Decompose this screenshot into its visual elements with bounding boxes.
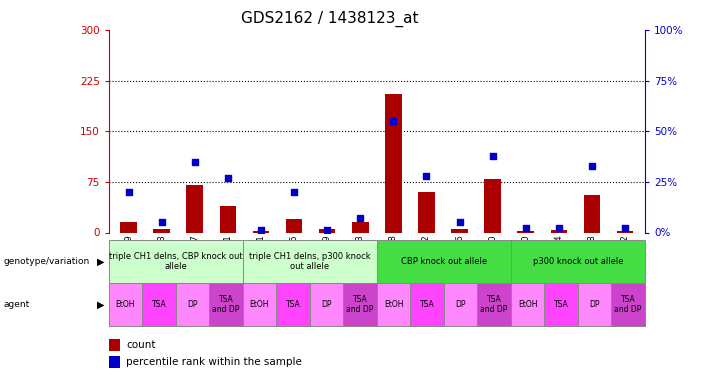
Text: TSA
and DP: TSA and DP <box>346 295 374 314</box>
Bar <box>343 283 377 326</box>
Text: triple CH1 delns, CBP knock out
allele: triple CH1 delns, CBP knock out allele <box>109 252 243 271</box>
Point <box>454 219 465 225</box>
Text: TSA: TSA <box>420 300 435 309</box>
Point <box>620 225 631 231</box>
Bar <box>186 185 203 232</box>
Text: TSA
and DP: TSA and DP <box>615 295 642 314</box>
Text: ▶: ▶ <box>97 300 104 310</box>
Text: count: count <box>126 340 156 350</box>
Bar <box>276 283 310 326</box>
Point <box>487 153 498 159</box>
Point <box>189 159 200 165</box>
Bar <box>418 192 435 232</box>
Text: TSA: TSA <box>554 300 569 309</box>
Bar <box>121 222 137 232</box>
Bar <box>617 231 633 232</box>
Bar <box>545 283 578 326</box>
Point <box>255 228 266 234</box>
Bar <box>611 283 645 326</box>
Point <box>586 163 597 169</box>
Bar <box>243 240 377 283</box>
Text: DP: DP <box>590 300 600 309</box>
Bar <box>517 231 534 232</box>
Text: DP: DP <box>456 300 466 309</box>
Text: p300 knock out allele: p300 knock out allele <box>533 257 623 266</box>
Bar <box>109 339 120 351</box>
Text: EtOH: EtOH <box>383 300 403 309</box>
Text: TSA
and DP: TSA and DP <box>480 295 508 314</box>
Bar <box>550 231 567 232</box>
Bar <box>352 222 369 232</box>
Text: TSA
and DP: TSA and DP <box>212 295 240 314</box>
Point <box>388 118 399 124</box>
Bar <box>377 240 511 283</box>
Text: DP: DP <box>321 300 332 309</box>
Bar <box>385 94 402 232</box>
Bar <box>410 283 444 326</box>
Bar <box>578 283 611 326</box>
Point <box>123 189 134 195</box>
Text: percentile rank within the sample: percentile rank within the sample <box>126 357 302 367</box>
Text: CBP knock out allele: CBP knock out allele <box>401 257 487 266</box>
Point <box>421 173 432 179</box>
Bar <box>444 283 477 326</box>
Bar <box>484 178 501 232</box>
Text: EtOH: EtOH <box>116 300 135 309</box>
Point <box>156 219 168 225</box>
Bar <box>511 283 545 326</box>
Bar <box>584 195 600 232</box>
Bar <box>109 356 120 368</box>
Bar <box>511 240 645 283</box>
Text: DP: DP <box>187 300 198 309</box>
Bar <box>109 283 142 326</box>
Bar <box>310 283 343 326</box>
Bar <box>109 240 243 283</box>
Bar <box>319 229 335 232</box>
Point <box>355 215 366 221</box>
Text: EtOH: EtOH <box>250 300 269 309</box>
Point <box>288 189 299 195</box>
Bar <box>477 283 511 326</box>
Bar <box>142 283 176 326</box>
Bar <box>252 231 269 232</box>
Point <box>520 225 531 231</box>
Bar <box>286 219 302 232</box>
Bar <box>176 283 209 326</box>
Bar <box>219 206 236 232</box>
Bar <box>377 283 410 326</box>
Bar <box>243 283 276 326</box>
Text: EtOH: EtOH <box>518 300 538 309</box>
Text: TSA: TSA <box>151 300 166 309</box>
Text: genotype/variation: genotype/variation <box>4 257 90 266</box>
Bar <box>451 229 468 232</box>
Text: TSA: TSA <box>285 300 300 309</box>
Text: triple CH1 delns, p300 knock
out allele: triple CH1 delns, p300 knock out allele <box>249 252 371 271</box>
Text: GDS2162 / 1438123_at: GDS2162 / 1438123_at <box>240 11 418 27</box>
Text: agent: agent <box>4 300 29 309</box>
Bar <box>154 229 170 232</box>
Text: ▶: ▶ <box>97 256 104 267</box>
Point <box>222 175 233 181</box>
Bar <box>209 283 243 326</box>
Point <box>322 228 333 234</box>
Point <box>553 225 564 231</box>
